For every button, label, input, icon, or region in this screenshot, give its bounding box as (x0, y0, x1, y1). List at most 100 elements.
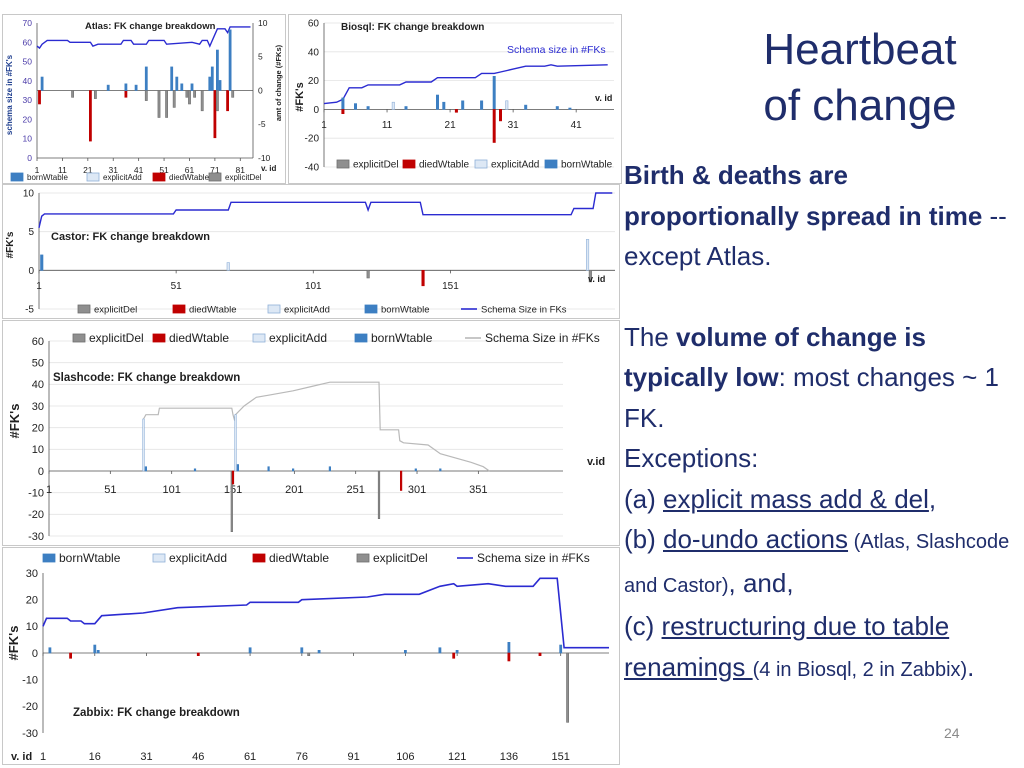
legend-label: explicitAdd (284, 304, 330, 315)
bar-explicitDel (172, 90, 176, 108)
bar-bornWtable (40, 254, 44, 271)
volume-bold: volume of change is typically low (624, 321, 926, 393)
x-tick-label: 121 (448, 751, 466, 763)
y-axis-label: #FK's (5, 231, 16, 258)
bar-bornWtable (341, 97, 345, 110)
x-tick-label: 21 (445, 120, 457, 131)
y-tick-label: 20 (23, 114, 33, 124)
y-right-tick-label: -5 (258, 119, 266, 129)
exception-c-underlined: restructuring due to table renamings (624, 611, 950, 682)
exception-b: (b) do-undo actions (Atlas, Slashcode an… (624, 519, 1019, 606)
slide-body: Birth & deaths are proportionally spread… (624, 155, 1019, 690)
bar-explicitDel (157, 90, 161, 118)
legend-swatch (336, 159, 350, 169)
chart-title: Atlas: FK change breakdown (85, 21, 216, 32)
bar-explicitAdd (505, 100, 509, 110)
bar-diedWtable (452, 652, 456, 659)
legend-label: Schema Size in FKs (481, 304, 567, 315)
legend-swatch (354, 333, 368, 343)
bar-bornWtable (190, 83, 194, 91)
bar-explicitDel (377, 470, 381, 520)
y-tick-label: -5 (25, 305, 34, 316)
x-tick-label: 31 (109, 165, 119, 175)
bar-bornWtable (559, 644, 563, 654)
bar-bornWtable (218, 80, 222, 91)
x-tick-label: 101 (162, 484, 180, 496)
castor-chart-panel: -5 0 5 10 1 51 101 151 Castor: FK change breakdo… (2, 184, 620, 319)
x-tick-label: 91 (347, 751, 359, 763)
x-tick-label: 301 (408, 484, 426, 496)
bar-bornWtable (354, 103, 358, 110)
bar-bornWtable (236, 464, 240, 472)
legend-swatch (252, 553, 266, 563)
y-tick-label: 10 (23, 134, 33, 144)
bar-diedWtable (38, 90, 41, 105)
bar-bornWtable (507, 642, 511, 654)
y-tick-label: 60 (32, 336, 44, 348)
legend-swatch (86, 172, 100, 182)
legend-label: explicitDel (94, 304, 137, 315)
chart-title: Zabbix: FK change breakdown (73, 707, 240, 719)
bar-bornWtable (216, 49, 219, 91)
bar-bornWtable (248, 647, 252, 654)
legend-swatch (152, 333, 166, 343)
exception-c-suffix: . (967, 651, 975, 682)
bar-explicitAdd (142, 418, 145, 472)
x-tick-label: 1 (46, 484, 52, 496)
x-tick-label: 251 (347, 484, 365, 496)
legend-swatch (267, 304, 281, 314)
exceptions-heading: Exceptions: (624, 443, 759, 473)
y-tick-label: 60 (23, 37, 33, 47)
bar-diedWtable (492, 109, 496, 143)
bar-bornWtable (442, 101, 446, 110)
y-tick-label: -30 (22, 728, 38, 740)
bar-explicitDel (231, 90, 235, 98)
x-tick-label: 61 (244, 751, 256, 763)
legend-label: bornWtable (27, 173, 68, 182)
legend-label: explicitAdd (103, 173, 142, 182)
exception-b-underlined: do-undo actions (663, 524, 849, 554)
bar-bornWtable (180, 83, 184, 91)
x-tick-label: 151 (552, 751, 570, 763)
bar-bornWtable (438, 647, 442, 654)
volume-text-1: The (624, 321, 677, 352)
x-tick-label: 11 (58, 165, 67, 175)
y-tick-label: 20 (308, 76, 320, 87)
x-axis-label: v. id (588, 274, 605, 284)
exception-c: (c) restructuring due to table renamings… (624, 606, 1019, 690)
bar-explicitDel (94, 90, 97, 99)
bar-bornWtable (96, 650, 100, 654)
legend-swatch (42, 553, 56, 563)
y-tick-label: -10 (22, 675, 38, 687)
y-tick-label: -20 (305, 134, 320, 145)
bar-explicitDel (71, 90, 75, 98)
legend-swatch (402, 159, 416, 169)
y-tick-label: 30 (23, 95, 33, 105)
legend-label: bornWtable (59, 551, 121, 565)
chart-annotation: Schema size in #FKs (507, 44, 606, 56)
paragraph-births-deaths: Birth & deaths are proportionally spread… (624, 155, 1019, 277)
legend-label: Schema size in #FKs (477, 551, 590, 565)
x-tick-label: 71 (210, 165, 220, 175)
chart-title: Biosql: FK change breakdown (341, 22, 484, 33)
x-tick-label: 151 (442, 281, 459, 292)
x-tick-label: 46 (192, 751, 204, 763)
legend-label: bornWtable (371, 331, 433, 345)
births-deaths-bold: Birth & deaths are proportionally spread… (624, 160, 983, 231)
legend-swatch (77, 304, 91, 314)
bar-bornWtable (48, 647, 52, 654)
bar-bornWtable (106, 84, 110, 91)
bar-bornWtable (124, 83, 128, 91)
legend-swatch (152, 553, 166, 563)
x-tick-label: 16 (89, 751, 101, 763)
y-tick-label: 30 (26, 568, 38, 580)
schema-size-line (323, 64, 608, 105)
bar-explicitDel (566, 652, 570, 723)
bar-explicitDel (200, 90, 204, 112)
bar-diedWtable (421, 270, 425, 287)
bar-bornWtable (291, 468, 295, 472)
y-tick-label: 40 (23, 76, 33, 86)
legend-label: diedWtable (419, 160, 469, 171)
legend-label: explicitDel (373, 551, 428, 565)
